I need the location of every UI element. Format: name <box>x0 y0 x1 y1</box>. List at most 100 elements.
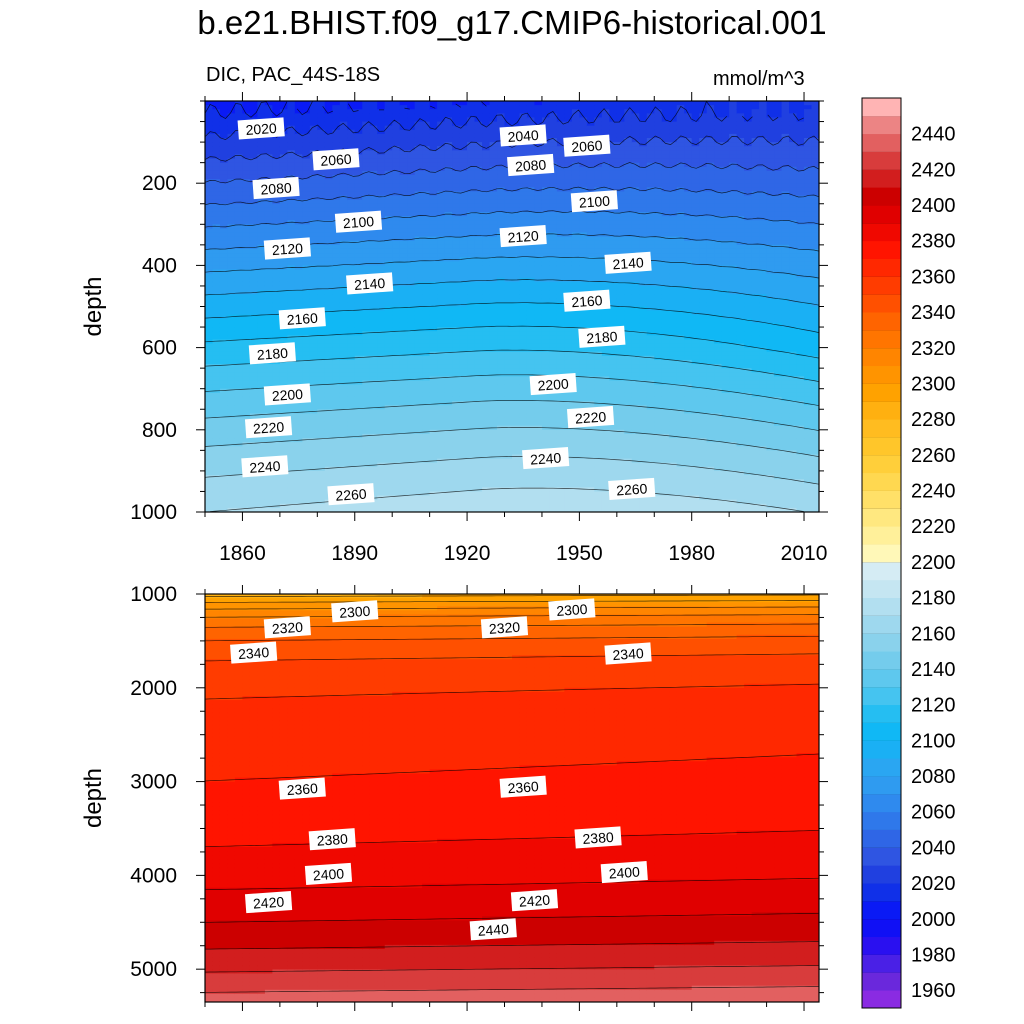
field-cell <box>227 392 236 398</box>
field-cell <box>227 187 236 193</box>
field-cell <box>377 475 386 480</box>
field-cell <box>452 166 461 172</box>
field-cell <box>422 158 431 164</box>
field-cell <box>234 170 244 176</box>
field-cell <box>354 417 364 423</box>
field-cell <box>414 174 423 180</box>
field-cell <box>369 253 379 258</box>
field-cell <box>242 380 251 386</box>
field-cell <box>234 359 244 365</box>
field-cell <box>347 470 356 476</box>
field-cell <box>444 421 453 427</box>
field-cell <box>212 298 221 304</box>
field-cell <box>437 162 446 168</box>
field-cell <box>422 466 431 472</box>
field-cell <box>249 499 259 505</box>
field-cell <box>384 240 393 246</box>
field-cell <box>212 154 221 160</box>
field-cell <box>309 421 319 427</box>
field-cell <box>317 125 326 131</box>
field-cell <box>399 179 408 184</box>
field-cell <box>234 290 244 295</box>
field-cell <box>422 401 431 406</box>
field-cell <box>257 388 266 394</box>
field-cell <box>324 146 334 152</box>
field-cell <box>219 392 229 398</box>
field-cell <box>347 105 356 111</box>
field-cell <box>234 331 244 337</box>
field-cell <box>249 376 259 382</box>
field-cell <box>205 364 214 369</box>
chart-title: b.e21.BHIST.f09_g17.CMIP6-historical.001 <box>197 4 827 41</box>
field-cell <box>294 158 304 164</box>
field-cell <box>212 207 221 213</box>
field-cell <box>309 483 319 489</box>
field-cell <box>407 339 416 345</box>
field-cell <box>414 248 423 254</box>
field-cell <box>227 113 236 119</box>
field-cell <box>444 475 453 480</box>
field-cell <box>257 170 266 176</box>
field-cell <box>414 405 423 411</box>
field-cell <box>234 396 244 402</box>
field-cell <box>309 458 319 464</box>
field-cell <box>392 121 401 127</box>
field-cell <box>377 298 386 304</box>
field-cell <box>272 446 281 452</box>
field-cell <box>287 269 296 275</box>
field-cell <box>294 101 304 106</box>
field-cell <box>249 240 259 246</box>
field-cell <box>369 347 379 353</box>
field-cell <box>294 446 304 452</box>
field-cell <box>294 458 304 464</box>
field-cell <box>294 232 304 238</box>
field-cell <box>249 265 259 271</box>
field-cell <box>444 244 453 250</box>
field-cell <box>392 335 401 341</box>
field-cell <box>264 158 274 164</box>
field-cell <box>437 466 446 472</box>
field-cell <box>309 433 319 439</box>
field-cell <box>369 298 379 304</box>
field-cell <box>324 253 334 258</box>
field-cell <box>317 240 326 246</box>
field-cell <box>317 298 326 304</box>
field-cell <box>414 417 423 423</box>
field-cell <box>347 425 356 431</box>
field-cell <box>414 162 423 168</box>
field-cell <box>324 137 334 143</box>
field-cell <box>422 170 431 176</box>
field-cell <box>264 446 274 452</box>
field-cell <box>287 142 296 148</box>
field-cell <box>279 257 289 263</box>
field-cell <box>392 384 401 390</box>
field-cell <box>384 503 393 509</box>
field-cell <box>332 121 341 127</box>
field-cell <box>332 462 341 468</box>
field-cell <box>294 269 304 275</box>
field-cell <box>399 413 408 419</box>
field-cell <box>317 487 326 493</box>
field-cell <box>234 211 244 217</box>
field-cell <box>242 376 251 382</box>
field-cell <box>384 425 393 431</box>
field-cell <box>362 433 371 439</box>
field-cell <box>272 491 281 497</box>
field-cell <box>444 327 453 332</box>
field-cell <box>444 179 453 184</box>
field-cell <box>272 261 281 267</box>
field-cell <box>429 121 438 127</box>
field-cell <box>339 244 349 250</box>
field-cell <box>317 384 326 390</box>
field-cell <box>407 438 416 443</box>
field-cell <box>429 170 438 176</box>
field-cell <box>205 355 214 361</box>
field-cell <box>212 244 221 250</box>
field-cell <box>354 392 364 398</box>
field-cell <box>219 339 229 345</box>
field-cell <box>407 384 416 390</box>
field-cell <box>339 339 349 345</box>
field-cell <box>219 417 229 423</box>
field-cell <box>242 475 251 480</box>
field-cell <box>309 335 319 341</box>
